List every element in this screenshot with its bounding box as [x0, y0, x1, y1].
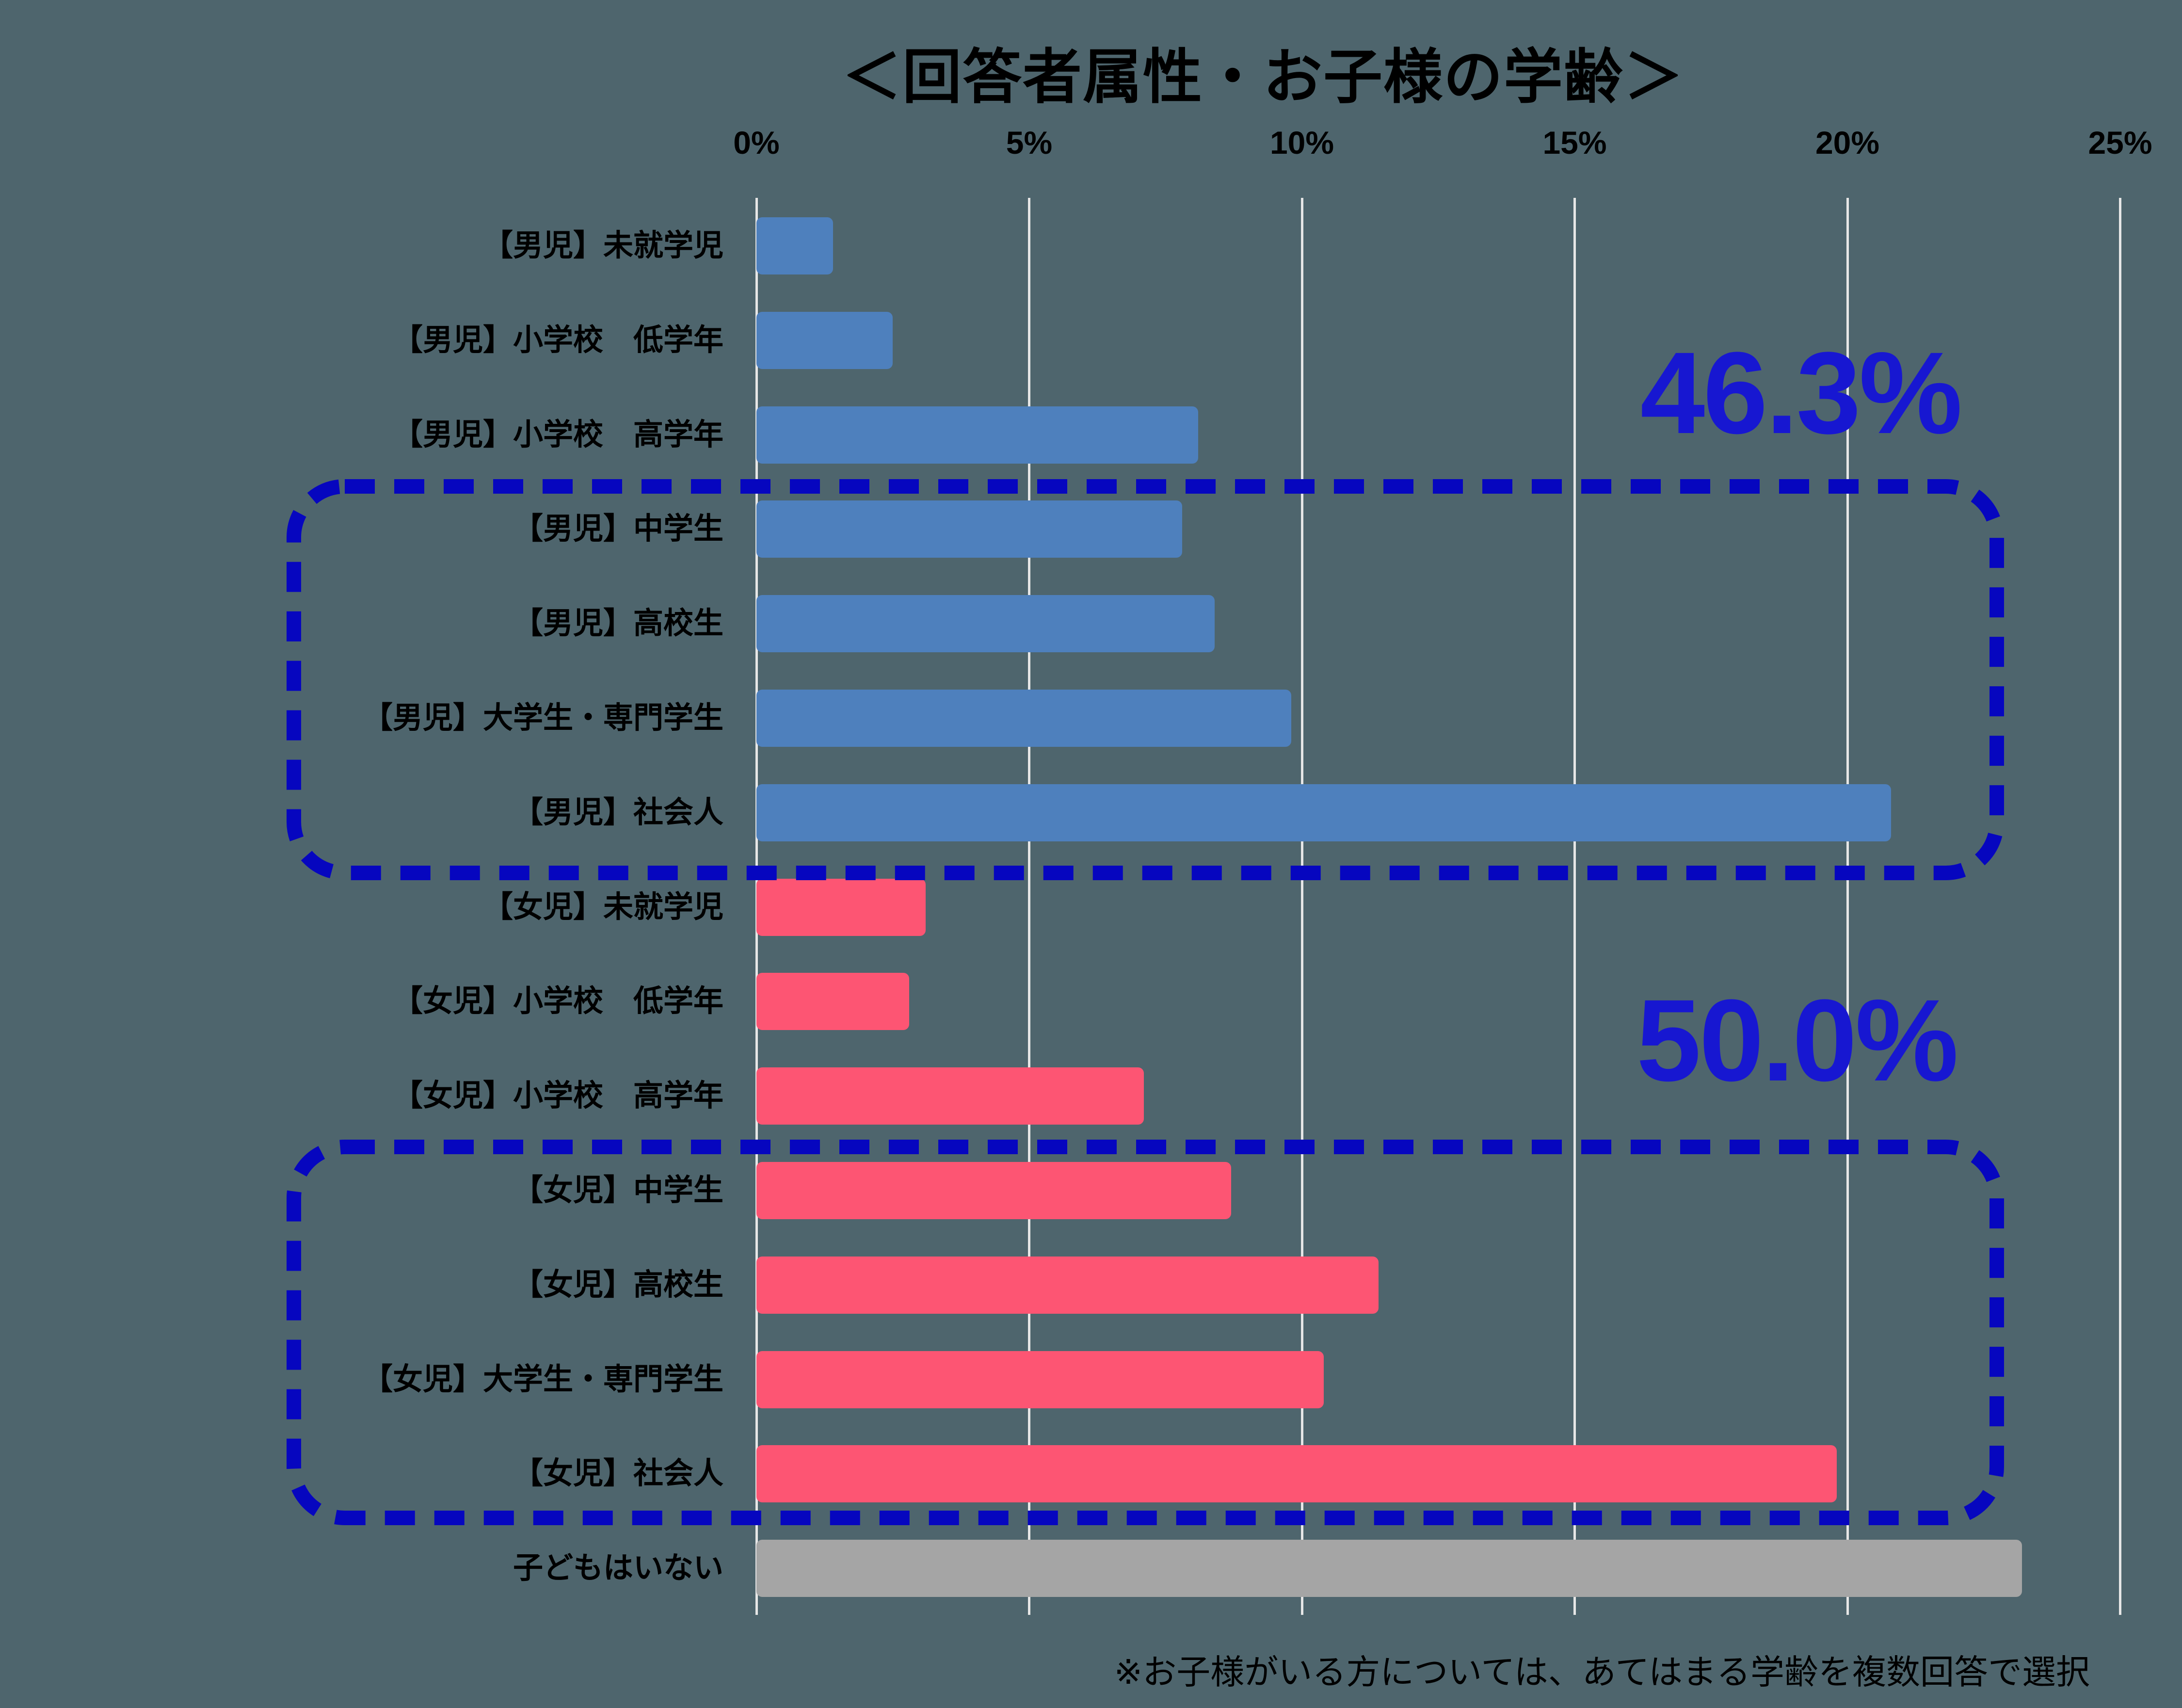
x-tick-label: 20%: [1815, 125, 1880, 161]
bar-row: 【女児】大学生・専門学生: [0, 1351, 2182, 1408]
male-group-outline: [287, 479, 2004, 880]
category-label: 子どもはいない: [513, 1551, 723, 1585]
category-label: 【男児】社会人: [513, 795, 723, 829]
male-group-percentage-callout: 46.3%: [1640, 328, 1963, 458]
category-label: 【男児】中学生: [513, 512, 723, 546]
bar-none: [756, 1540, 2022, 1597]
x-tick-label: 25%: [2088, 125, 2152, 161]
bar-row: 【女児】小学校 低学年: [0, 973, 2182, 1031]
bar-male: [756, 784, 1891, 841]
category-label: 【女児】小学校 高学年: [392, 1079, 723, 1113]
category-label: 【女児】未就学児: [482, 890, 723, 924]
bar-row: 【男児】高校生: [0, 595, 2182, 653]
bar-female: [756, 1067, 1144, 1125]
bar-female: [756, 878, 926, 936]
category-label: 【男児】小学校 高学年: [392, 418, 723, 451]
category-label: 【女児】小学校 低学年: [392, 984, 723, 1018]
bar-female: [756, 1351, 1324, 1408]
category-label: 【女児】大学生・専門学生: [362, 1362, 723, 1396]
bar-row: 【女児】社会人: [0, 1445, 2182, 1503]
gridline-15%: [1573, 198, 1576, 1615]
gridline-5%: [1028, 198, 1030, 1615]
bar-row: 【男児】小学校 低学年: [0, 311, 2182, 369]
bar-female: [756, 1256, 1379, 1314]
x-tick-label: 0%: [733, 125, 780, 161]
bar-female: [756, 973, 909, 1031]
category-label: 【男児】未就学児: [482, 229, 723, 262]
bar-row: 【男児】社会人: [0, 784, 2182, 841]
category-label: 【女児】高校生: [513, 1268, 723, 1302]
gridline-25%: [2119, 198, 2121, 1615]
bar-male: [756, 595, 1215, 653]
chart-title: ＜回答者属性・お子様の学齢＞: [842, 44, 1684, 110]
bar-male: [756, 217, 833, 274]
bar-row: 【女児】未就学児: [0, 878, 2182, 936]
bar-row: 【男児】中学生: [0, 500, 2182, 558]
category-label: 【男児】高校生: [513, 607, 723, 641]
bar-row: 【男児】小学校 高学年: [0, 406, 2182, 464]
footnote: ※お子様がいる方については、あてはまる学齢を複数回答で選択: [1114, 1653, 2090, 1691]
bar-row: 【男児】未就学児: [0, 217, 2182, 274]
category-label: 【男児】小学校 低学年: [392, 323, 723, 357]
bar-row: 【女児】中学生: [0, 1162, 2182, 1219]
category-label: 【男児】大学生・専門学生: [362, 701, 723, 735]
bar-row: 【女児】高校生: [0, 1256, 2182, 1314]
female-group-percentage-callout: 50.0%: [1636, 975, 1959, 1105]
female-group-outline: [287, 1140, 2004, 1525]
gridline-20%: [1846, 198, 1849, 1615]
bar-female: [756, 1445, 1837, 1503]
gridline-10%: [1300, 198, 1303, 1615]
bar-male: [756, 406, 1199, 464]
bar-row: 子どもはいない: [0, 1540, 2182, 1597]
bar-male: [756, 690, 1291, 747]
category-label: 【女児】中学生: [513, 1174, 723, 1207]
bar-male: [756, 311, 893, 369]
bar-row: 【男児】大学生・専門学生: [0, 690, 2182, 747]
x-tick-label: 5%: [1006, 125, 1053, 161]
x-tick-label: 15%: [1542, 125, 1607, 161]
bar-male: [756, 500, 1182, 558]
bar-female: [756, 1162, 1231, 1219]
bar-row: 【女児】小学校 高学年: [0, 1067, 2182, 1125]
category-label: 【女児】社会人: [513, 1457, 723, 1491]
x-tick-label: 10%: [1269, 125, 1334, 161]
